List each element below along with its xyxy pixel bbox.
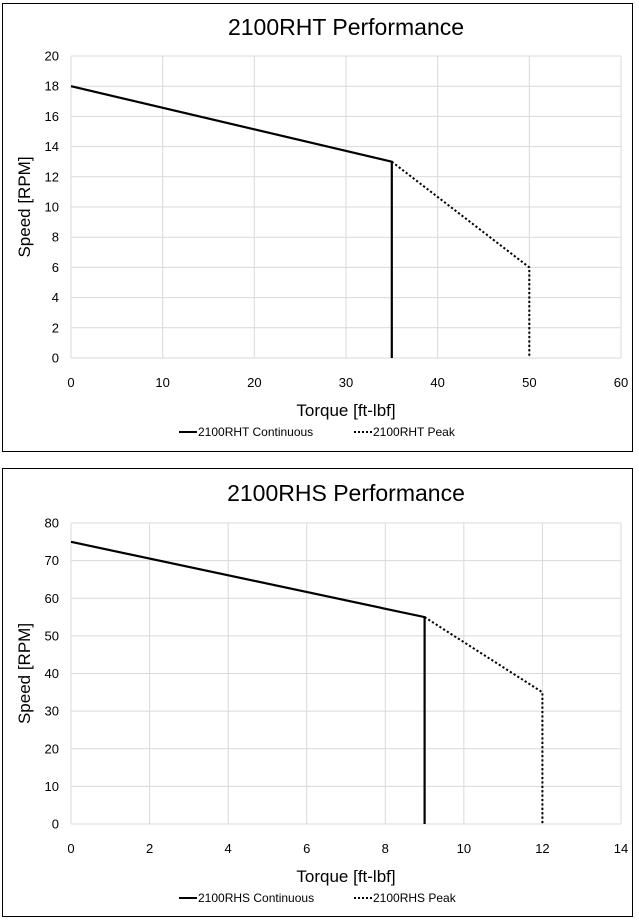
x-tick-label: 2 [146, 841, 153, 856]
legend: 2100RHS Continuous 2100RHS Peak [179, 891, 457, 905]
y-tick-label: 0 [52, 817, 59, 832]
chart-title: 2100RHS Performance [227, 480, 465, 506]
x-tick-label: 10 [457, 841, 471, 856]
x-tick-label: 0 [67, 841, 74, 856]
chart-rht: 2100RHT Performance 0 2 4 6 8 10 12 14 16 18 20 0 10 2… [15, 14, 628, 439]
y-tick-label: 0 [52, 351, 59, 366]
y-axis-label: Speed [RPM] [15, 623, 34, 724]
y-tick-label: 14 [45, 139, 59, 154]
series-line-2100rht-peak [391, 160, 531, 358]
y-tick-label: 80 [45, 516, 59, 531]
chart-title: 2100RHT Performance [228, 14, 464, 40]
legend-label: 2100RHS Continuous [198, 891, 314, 905]
legend: 2100RHT Continuous 2100RHT Peak [179, 425, 456, 439]
x-tick-label: 30 [339, 375, 353, 390]
x-tick-label: 40 [430, 375, 444, 390]
y-tick-label: 70 [45, 553, 59, 568]
x-tick-label: 6 [303, 841, 310, 856]
y-tick-label: 6 [52, 260, 59, 275]
x-tick-label: 0 [67, 375, 74, 390]
y-tick-label: 2 [52, 320, 59, 335]
y-tick-label: 18 [45, 79, 59, 94]
y-tick-label: 4 [52, 290, 59, 305]
y-tick-label: 10 [45, 200, 59, 215]
gridlines [70, 522, 622, 825]
y-tick-label: 60 [45, 591, 59, 606]
y-tick-label: 10 [45, 779, 59, 794]
chart-panel-rhs: 2100RHS Performance 0 10 20 30 40 50 60 70 80 0 2 4 6… [2, 468, 633, 917]
y-tick-label: 12 [45, 169, 59, 184]
y-tick-label: 16 [45, 109, 59, 124]
y-tick-label: 30 [45, 704, 59, 719]
x-tick-label: 4 [225, 841, 232, 856]
y-tick-label: 50 [45, 628, 59, 643]
x-axis-label: Torque [ft-lbf] [296, 401, 395, 420]
x-tick-label: 8 [382, 841, 389, 856]
chart-panel-rht: 2100RHT Performance 0 2 4 6 8 10 12 14 16 18 20 0 10 2… [2, 3, 633, 452]
y-tick-label: 8 [52, 230, 59, 245]
x-tick-label: 14 [614, 841, 628, 856]
x-tick-label: 60 [614, 375, 628, 390]
legend-label: 2100RHT Continuous [198, 425, 313, 439]
chart-rhs: 2100RHS Performance 0 10 20 30 40 50 60 70 80 0 2 4 6… [15, 480, 628, 905]
x-tick-label: 12 [535, 841, 549, 856]
series-line-2100rht-continuous [70, 85, 393, 358]
x-tick-label: 50 [522, 375, 536, 390]
legend-label: 2100RHS Peak [373, 891, 457, 905]
x-tick-label: 20 [247, 375, 261, 390]
legend-label: 2100RHT Peak [373, 425, 456, 439]
x-tick-label: 10 [155, 375, 169, 390]
x-axis-label: Torque [ft-lbf] [296, 867, 395, 886]
series-line-2100rhs-peak [424, 616, 544, 824]
series-line-2100rhs-continuous [70, 540, 426, 824]
y-tick-label: 20 [45, 49, 59, 64]
y-tick-label: 20 [45, 741, 59, 756]
y-tick-label: 40 [45, 666, 59, 681]
y-axis-label: Speed [RPM] [15, 156, 34, 257]
gridlines [70, 55, 622, 359]
